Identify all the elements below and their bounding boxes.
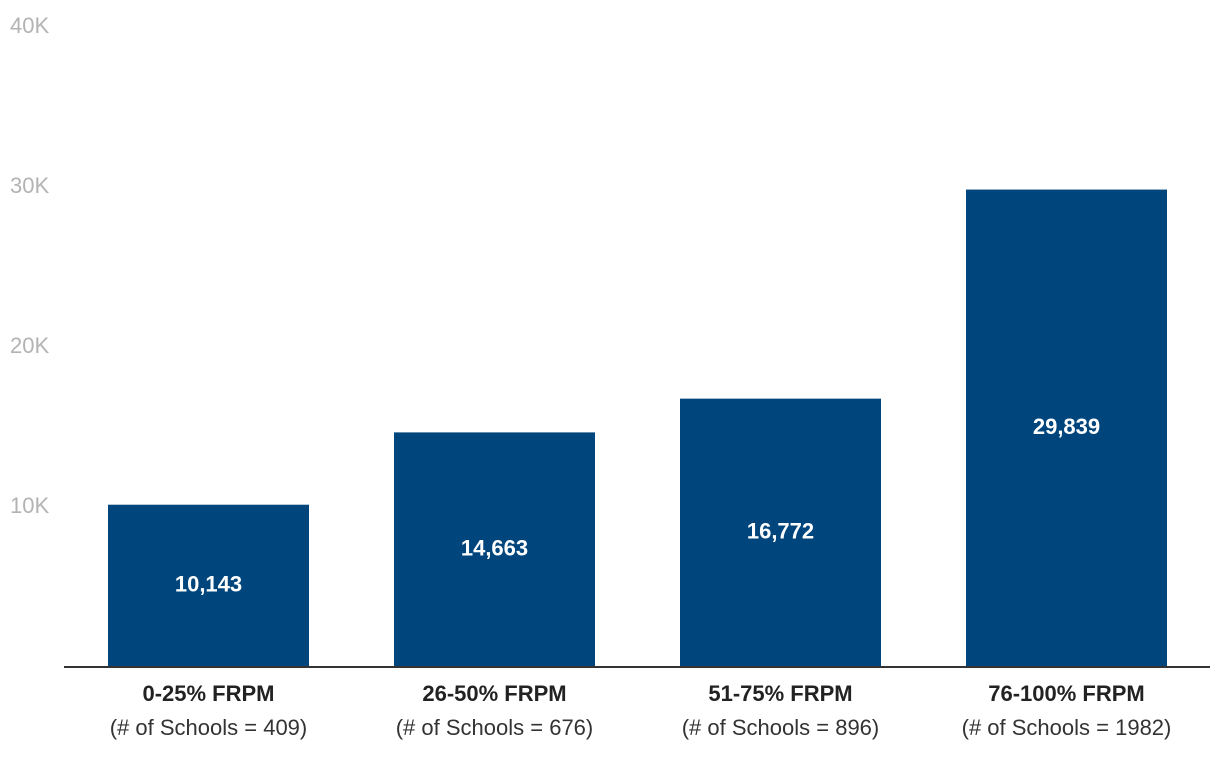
bars xyxy=(108,189,1167,668)
bar xyxy=(394,432,595,667)
y-axis-ticks: 10K 20K 30K 40K xyxy=(10,13,49,518)
y-tick-label: 30K xyxy=(10,173,49,198)
x-category-sublabel: (# of Schools = 409) xyxy=(110,715,308,740)
x-category-label: 0-25% FRPM xyxy=(142,681,274,706)
x-category-label: 51-75% FRPM xyxy=(708,681,852,706)
y-tick-label: 40K xyxy=(10,13,49,38)
bar-value-label: 16,772 xyxy=(747,519,814,544)
bar-value-label: 29,839 xyxy=(1033,414,1100,439)
x-category-sublabel: (# of Schools = 676) xyxy=(396,715,594,740)
bar xyxy=(108,504,309,667)
category-labels: 0-25% FRPM (# of Schools = 409) 26-50% FRP… xyxy=(110,681,1172,740)
y-tick-label: 20K xyxy=(10,333,49,358)
bar xyxy=(680,398,881,667)
bar xyxy=(966,189,1167,668)
data-labels: 10,143 14,663 16,772 29,839 xyxy=(175,414,1100,597)
y-tick-label: 10K xyxy=(10,493,49,518)
x-category-sublabel: (# of Schools = 896) xyxy=(682,715,880,740)
x-category-label: 76-100% FRPM xyxy=(988,681,1145,706)
x-category-label: 26-50% FRPM xyxy=(422,681,566,706)
bar-value-label: 10,143 xyxy=(175,572,242,597)
bar-value-label: 14,663 xyxy=(461,536,528,561)
x-category-sublabel: (# of Schools = 1982) xyxy=(962,715,1172,740)
